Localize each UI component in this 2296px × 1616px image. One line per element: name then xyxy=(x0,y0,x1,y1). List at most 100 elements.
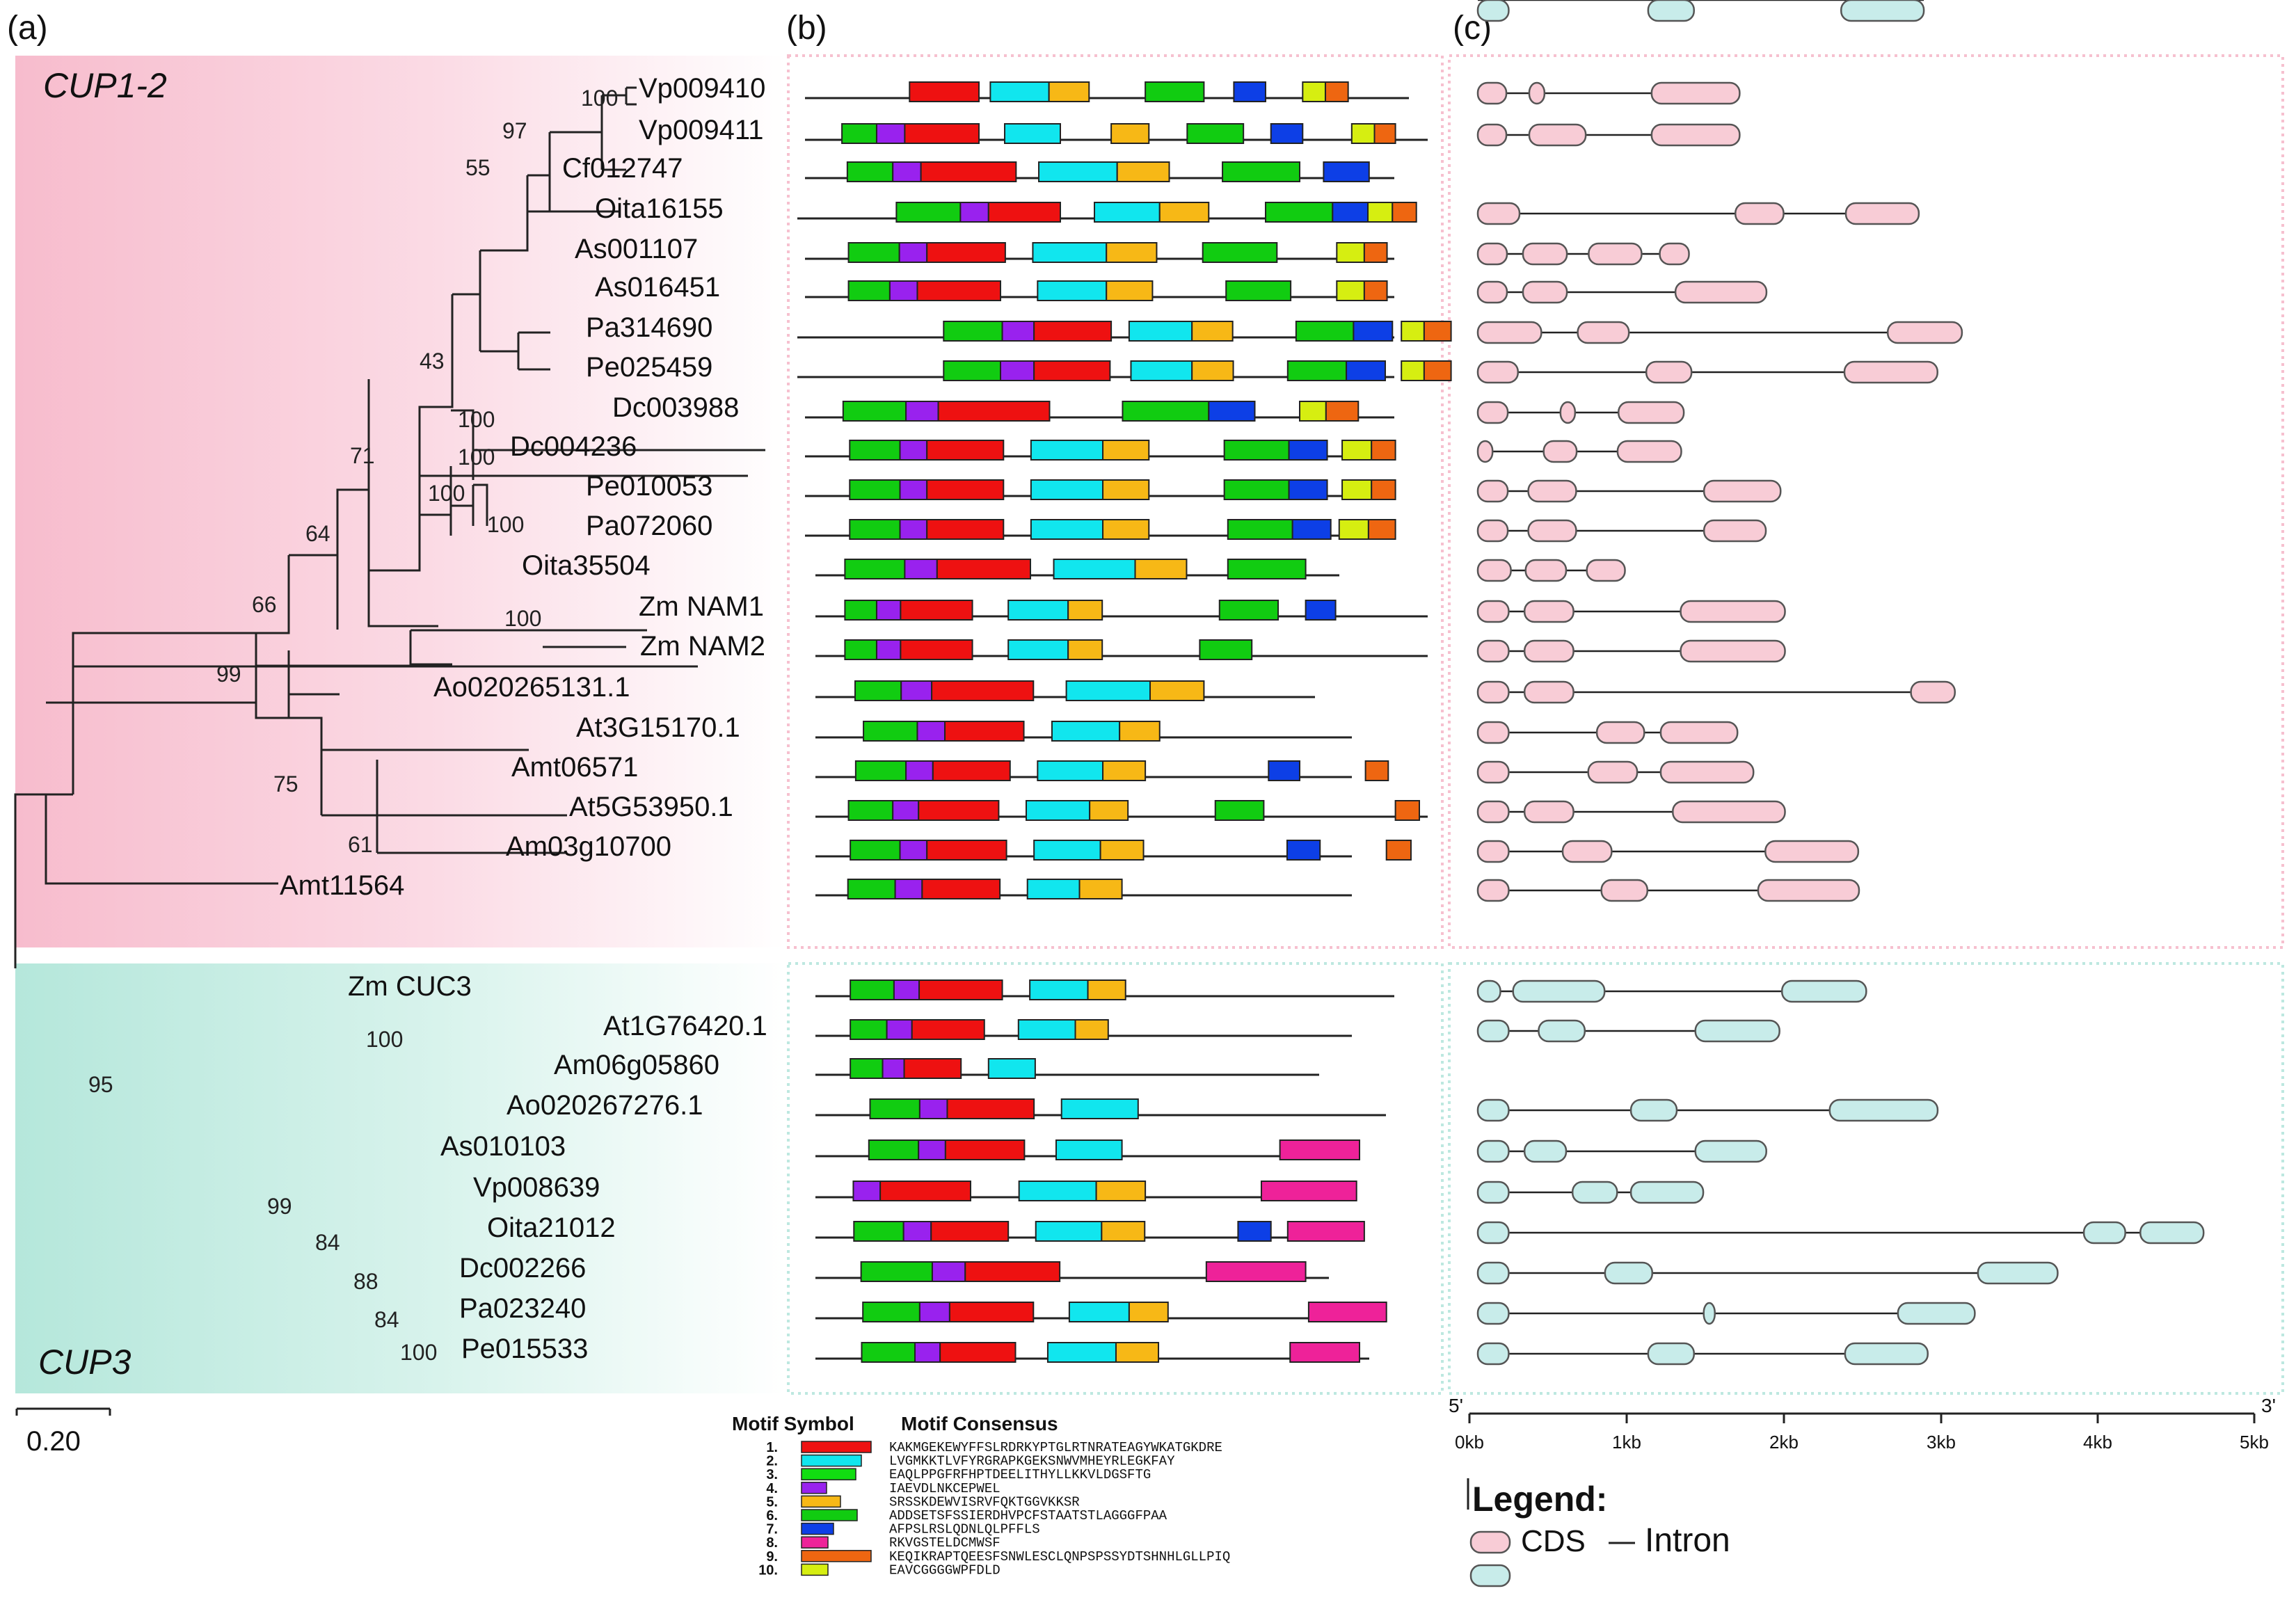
motif-box-5 xyxy=(1067,639,1103,660)
motif-box-1 xyxy=(921,879,1001,899)
cds-exon xyxy=(1703,519,1767,543)
cds-exon xyxy=(1476,1181,1510,1204)
motif-box-9 xyxy=(1423,360,1452,381)
motif-box-1 xyxy=(932,760,1011,781)
motif-box-2 xyxy=(1037,280,1108,301)
cds-exon xyxy=(1476,1221,1510,1245)
motif-box-7 xyxy=(1233,81,1266,102)
motif-box-6 xyxy=(847,242,900,263)
motif-box-4 xyxy=(914,1342,941,1363)
cds-exon xyxy=(1476,600,1510,623)
motif-box-4 xyxy=(875,123,906,144)
cds-exon xyxy=(1629,1098,1678,1122)
bootstrap-value: 97 xyxy=(502,118,527,143)
motif-box-4 xyxy=(959,202,989,223)
cds-exon xyxy=(1647,0,1695,22)
motif-box-7 xyxy=(1305,600,1337,621)
motif-box-4 xyxy=(905,401,939,422)
tip-label: Oita16155 xyxy=(595,193,724,224)
cds-exon xyxy=(1561,840,1613,863)
motif-box-6 xyxy=(841,123,877,144)
motif-box-6 xyxy=(854,680,902,701)
cds-exon xyxy=(1528,123,1587,147)
motif-box-5 xyxy=(1191,321,1234,342)
motif-box-6 xyxy=(1223,440,1290,461)
motif-box-7 xyxy=(1268,760,1301,781)
motif-box-8 xyxy=(1260,1181,1357,1201)
tip-label: Amt11564 xyxy=(280,870,404,901)
motif-legend-swatch xyxy=(801,1536,829,1549)
cds-exon xyxy=(1571,1181,1618,1204)
motif-box-4 xyxy=(918,1098,948,1119)
motif-box-8 xyxy=(1286,1221,1365,1242)
cds-exon xyxy=(1977,1261,2059,1285)
cds-exon xyxy=(1844,1342,1929,1366)
motif-legend-swatch xyxy=(801,1454,862,1467)
cds-exon xyxy=(1476,280,1508,304)
motif-box-10 xyxy=(1350,123,1376,144)
cds-exon xyxy=(1844,202,1920,225)
bootstrap-value: 100 xyxy=(366,1027,403,1052)
motif-box-5 xyxy=(1110,123,1150,144)
motif-box-1 xyxy=(900,600,973,621)
motif-box-10 xyxy=(1302,81,1326,102)
motif-box-9 xyxy=(1392,202,1417,223)
cds-exon xyxy=(1577,321,1630,344)
tip-label: As010103 xyxy=(440,1131,566,1162)
bootstrap-value: 84 xyxy=(374,1307,399,1332)
motif-box-1 xyxy=(936,559,1031,579)
motif-box-2 xyxy=(987,1058,1036,1079)
motif-box-8 xyxy=(1307,1302,1387,1322)
motif-box-2 xyxy=(1030,479,1104,500)
cup12-background xyxy=(15,56,786,947)
tick-1kb: 1kb xyxy=(1612,1432,1641,1453)
motif-box-6 xyxy=(850,1019,888,1040)
motif-box-1 xyxy=(900,639,973,660)
motif-box-6 xyxy=(895,202,962,223)
motif-box-6 xyxy=(1214,800,1265,821)
motif-box-7 xyxy=(1291,519,1332,540)
motif-box-2 xyxy=(1017,1019,1076,1040)
cds-exon xyxy=(1522,242,1568,266)
tree-tip-labels: Vp009410 Vp009411 Cf012747 Oita16155 As00110… xyxy=(280,73,767,1364)
motif-legend-header-symbol: Motif Symbol xyxy=(732,1413,854,1434)
motif-box-1 xyxy=(918,800,1000,821)
motif-box-6 xyxy=(849,519,901,540)
motif-box-6 xyxy=(849,440,901,461)
bootstrap-value: 100 xyxy=(504,606,541,631)
bootstrap-value: 88 xyxy=(353,1269,378,1294)
tip-label: Cf012747 xyxy=(562,153,683,184)
cds-exon xyxy=(1523,639,1574,663)
bootstrap-value: 84 xyxy=(315,1230,340,1255)
motif-box-5 xyxy=(1101,1221,1146,1242)
tip-label: At5G53950.1 xyxy=(569,792,733,822)
motif-box-6 xyxy=(863,721,918,742)
motif-box-4 xyxy=(918,1139,946,1160)
motif-box-6 xyxy=(1227,519,1293,540)
tip-label: Dc003988 xyxy=(612,392,739,423)
cds-exon xyxy=(1780,979,1867,1003)
motif-box-4 xyxy=(892,800,920,821)
motif-box-6 xyxy=(1264,202,1334,223)
motif-box-4 xyxy=(892,161,922,182)
tip-label: Oita21012 xyxy=(487,1213,616,1243)
legend-cds-pink xyxy=(1469,1530,1511,1554)
tip-label: As001107 xyxy=(575,234,698,264)
motif-box-6 xyxy=(844,639,877,660)
motif-legend-consensus: KEQIKRAPTQEESFSNWLESCLQNPSPSSYDTSHNHLGLL… xyxy=(889,1549,1230,1565)
cds-exon xyxy=(1476,979,1501,1003)
motif-box-4 xyxy=(888,280,918,301)
bootstrap-value: 100 xyxy=(581,86,618,111)
motif-box-2 xyxy=(1018,1181,1097,1201)
motif-box-6 xyxy=(1286,360,1348,381)
motif-box-6 xyxy=(868,1139,920,1160)
motif-box-5 xyxy=(1158,202,1210,223)
motif-box-2 xyxy=(1128,321,1193,342)
motif-box-8 xyxy=(1289,1342,1360,1363)
cds-exon xyxy=(1476,440,1494,463)
motif-box-2 xyxy=(1038,161,1118,182)
cds-exon xyxy=(2082,1221,2126,1245)
tip-label: Am03g10700 xyxy=(506,831,671,862)
motif-box-6 xyxy=(1227,559,1307,579)
